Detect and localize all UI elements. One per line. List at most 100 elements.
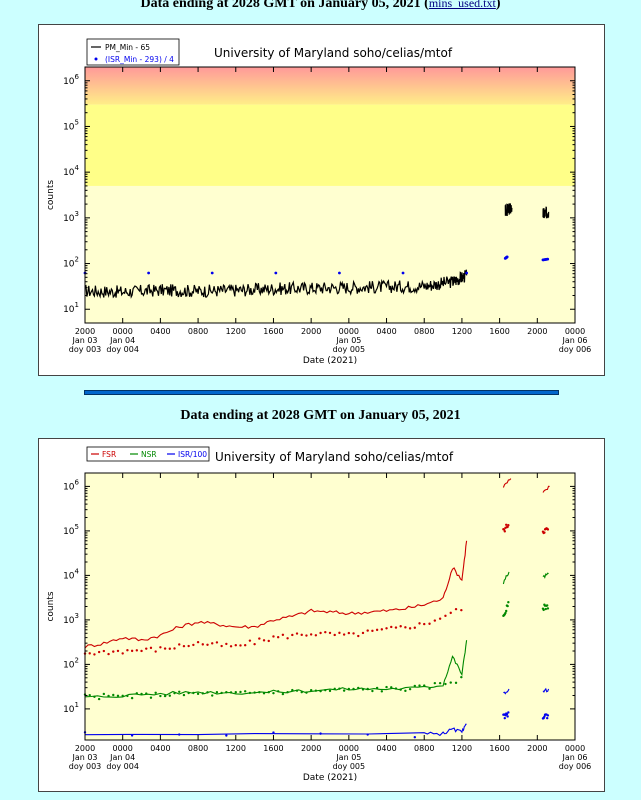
separator-bar: [84, 390, 559, 395]
series-dot: [404, 689, 407, 693]
series-dot: [154, 691, 157, 694]
series-dot: [390, 686, 393, 689]
x-tick-label: 1600: [263, 327, 283, 336]
series-dot: [543, 715, 546, 718]
chart-title: University of Maryland soho/celias/mtof: [215, 450, 454, 464]
series-dot: [357, 634, 360, 638]
series-dot: [196, 640, 200, 644]
series-dot: [408, 627, 412, 630]
series-dot: [272, 635, 275, 638]
series-dot: [215, 691, 219, 694]
x-tick-label: doy 006: [559, 762, 592, 771]
series-dot: [542, 608, 545, 612]
x-tick-label: 0800: [188, 327, 208, 336]
x-tick-label: Jan 06: [561, 753, 587, 762]
x-tick-label: 1600: [489, 744, 509, 753]
series-dot: [229, 691, 233, 694]
series-dot: [234, 691, 237, 694]
series-dot: [243, 644, 247, 647]
series-dot: [449, 611, 452, 615]
series-dot: [328, 631, 332, 635]
x-tick-label: doy 003: [69, 762, 102, 771]
series-dot: [286, 691, 289, 694]
chart-panel-2: 101 102 103 104 105 106 2000 Jan 03 doy 003 0000 J…: [38, 438, 605, 792]
x-tick-label: 2000: [527, 744, 547, 753]
series-dot: [159, 694, 162, 698]
series-dot: [506, 604, 509, 608]
series-dot: [300, 690, 303, 694]
series-dot: [168, 647, 172, 650]
series-dot: [201, 692, 204, 695]
series-dot: [93, 653, 96, 656]
series-dot: [352, 632, 355, 635]
series-dot: [408, 687, 412, 691]
series-dot: [380, 628, 384, 631]
series-dot: [399, 688, 402, 691]
mid-header-text: Data ending at 2028 GMT on January 05, 2…: [180, 408, 461, 423]
series-dot: [507, 601, 510, 604]
series-dot: [163, 694, 167, 698]
y-tick-label: 101: [63, 301, 79, 315]
series-dot: [342, 689, 346, 692]
series-dot: [309, 688, 313, 692]
mins-used-link[interactable]: mins_used.txt: [428, 0, 496, 10]
series-dot: [215, 641, 219, 644]
series-dot: [187, 644, 190, 648]
y-tick-label: 106: [63, 73, 79, 87]
series-dot: [206, 691, 209, 694]
series-dot: [375, 686, 379, 690]
top-header-text: Data ending at 2028 GMT on January 05, 2…: [140, 0, 421, 11]
series-dot: [361, 631, 365, 635]
series-dot: [291, 688, 294, 692]
legend-label: FSR: [102, 450, 116, 459]
y-tick-label: 101: [63, 701, 79, 715]
series-dot: [544, 607, 547, 611]
series-dot: [328, 689, 332, 693]
series-dot: [276, 635, 280, 639]
series-dot: [454, 607, 458, 611]
series-dot: [286, 637, 289, 640]
series-dot: [438, 617, 442, 620]
series-dot: [505, 523, 508, 526]
x-tick-label: Jan 04: [109, 753, 135, 762]
series-dot: [371, 629, 374, 633]
x-tick-label: Jan 03: [71, 753, 97, 762]
series-dot: [211, 694, 214, 697]
x-tick-label: 0000: [565, 327, 585, 336]
series-dot: [460, 608, 463, 612]
series-dot: [163, 647, 167, 650]
series-dot: [394, 687, 398, 690]
series-dot: [196, 692, 200, 696]
series-dot: [507, 711, 510, 714]
series-dot: [413, 626, 417, 629]
series-dot: [116, 649, 120, 653]
series-dot: [438, 681, 442, 685]
x-tick-label: doy 003: [69, 345, 102, 354]
x-tick-label: 1600: [263, 744, 283, 753]
legend-box: [86, 38, 180, 66]
series-dot: [253, 642, 256, 646]
series-dot: [154, 650, 157, 653]
series-line-0-2: [542, 206, 550, 219]
series-dot: [546, 716, 549, 720]
series-dot: [248, 691, 252, 695]
series-dot: [281, 633, 285, 637]
series-dot: [366, 687, 369, 691]
x-tick-label: 1600: [489, 327, 509, 336]
series-dot: [93, 695, 96, 698]
series-dot: [220, 644, 223, 648]
series-dot: [130, 696, 134, 700]
legend-label: (ISR_Min - 293) / 4: [105, 55, 174, 64]
series-dot: [182, 644, 186, 648]
series-dot: [352, 687, 355, 691]
x-tick-label: doy 004: [106, 345, 139, 354]
series-dot: [309, 633, 313, 636]
series-dot: [314, 634, 318, 637]
series-dot: [295, 689, 299, 692]
series-dot: [192, 643, 195, 647]
x-tick-label: 0000: [113, 744, 133, 753]
series-dot: [418, 684, 421, 687]
x-tick-label: 2000: [527, 327, 547, 336]
series-dot: [116, 694, 120, 698]
